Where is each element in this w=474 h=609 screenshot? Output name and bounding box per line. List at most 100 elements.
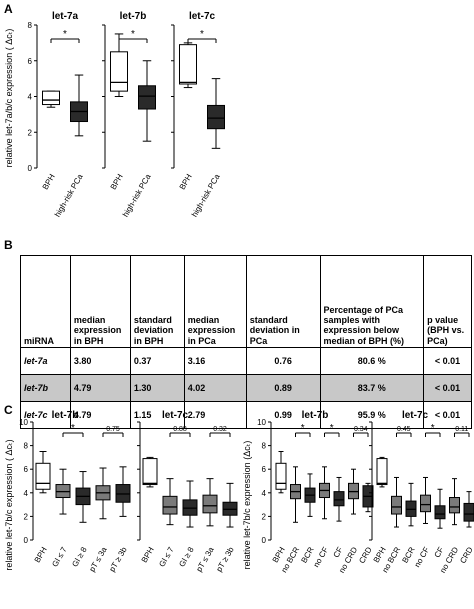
y-tick-label: 10	[257, 418, 266, 427]
table-cell: 0.99	[245, 401, 321, 429]
category-label: high-risk PCa	[190, 172, 222, 219]
sig-label: 0.88	[173, 426, 187, 433]
panel-a-chart: relative let-7a/b/c expression ( Δcₜ) 0 2…	[4, 11, 225, 219]
table-cell: 3.16	[183, 347, 247, 375]
table-header-row: miRNA median expression in BPH standard …	[20, 255, 472, 348]
table-header-cell: Percentage of PCa samples with expressio…	[319, 255, 425, 348]
table-cell: 4.79	[69, 401, 131, 429]
box-iqr	[275, 462, 287, 490]
panel-a-ylabel: relative let-7a/b/c expression ( Δcₜ)	[4, 29, 14, 168]
sig-label: 0.11	[455, 426, 468, 433]
y-tick-label: 8	[262, 442, 267, 451]
table-header-cell: median expression in BPH	[69, 255, 131, 348]
box-iqr	[449, 497, 460, 514]
category-label: CRD	[458, 545, 474, 565]
sig-label: *	[131, 29, 135, 40]
sig-label: 0.34	[354, 426, 368, 433]
category-label: pT ≤ 3a	[194, 545, 216, 573]
table-cell: 80.6 %	[319, 347, 425, 375]
y-tick-label: 6	[262, 465, 267, 474]
group-title: let-7b	[120, 11, 147, 22]
category-label: BPH	[33, 545, 49, 564]
box-iqr	[376, 458, 388, 486]
table-header-cell: standard deviation in BPH	[129, 255, 185, 348]
table-cell: 0.89	[245, 374, 321, 402]
box-iqr	[434, 505, 446, 520]
group-title: let-7a	[52, 11, 79, 22]
group-title: let-7b	[302, 410, 329, 421]
category-label: pT ≥ 3b	[214, 545, 236, 573]
table-row: let-7b 4.79 1.30 4.02 0.89 83.7 % < 0.01	[20, 374, 472, 402]
sig-label: *	[301, 423, 305, 434]
table-header-cell: standard deviation in PCa	[245, 255, 321, 348]
y-tick-label: 2	[28, 128, 33, 137]
category-label: CRD	[357, 545, 374, 565]
y-tick-label: 2	[24, 512, 29, 521]
table-cell: 1.15	[129, 401, 185, 429]
box-iqr	[42, 90, 60, 106]
sig-label: 0.45	[397, 426, 411, 433]
panel-c-chart: relative let-7b/c expression ( Δcₜ) rela…	[4, 410, 474, 575]
table-cell: let-7a	[20, 347, 71, 375]
panel-c-group: 0 2 4 6 8 10 let-7b * 0.75 BPH Gl ≤ 7 Gl ≥ 8pT ≤ 3a…	[19, 410, 131, 573]
box-iqr	[162, 495, 178, 515]
category-label: BPH	[41, 172, 57, 191]
y-tick-label: 10	[19, 418, 28, 427]
y-tick-label: 8	[24, 442, 29, 451]
category-label: no CF	[413, 545, 432, 568]
y-tick-label: 2	[262, 512, 267, 521]
box-iqr	[420, 494, 431, 513]
category-label: pT ≤ 3a	[87, 545, 109, 573]
table-cell: let-7b	[20, 374, 71, 402]
box-iqr	[142, 458, 158, 486]
table-cell: 0.37	[129, 347, 185, 375]
table-cell: 83.7 %	[319, 374, 425, 402]
panel-c-left-ylabel: relative let-7b/c expression ( Δcₜ)	[4, 439, 14, 570]
panel-letter-b: B	[4, 238, 13, 252]
group-title: let-7c	[162, 410, 189, 421]
category-label: high-risk PCa	[53, 172, 85, 219]
category-label: CF	[433, 545, 446, 559]
y-tick-label: 0	[24, 536, 29, 545]
table-cell: < 0.01	[423, 374, 472, 402]
category-label: high-risk PCa	[121, 172, 153, 219]
y-tick-label: 6	[28, 57, 33, 66]
table-header-cell: p value (BPH vs. PCa)	[423, 255, 472, 348]
box-iqr	[202, 494, 218, 514]
box-iqr	[110, 51, 128, 92]
table-row: let-7a 3.80 0.37 3.16 0.76 80.6 % < 0.01	[20, 347, 472, 375]
category-label: Gl ≥ 8	[70, 545, 89, 568]
box-iqr	[35, 462, 51, 490]
group-title: let-7c	[402, 410, 429, 421]
sig-label: *	[330, 423, 334, 434]
box-iqr	[138, 85, 156, 110]
statistics-table: miRNA median expression in BPH standard …	[20, 255, 472, 429]
sig-label: *	[431, 423, 435, 434]
category-label: Gl ≤ 7	[157, 545, 176, 568]
table-header-cell: miRNA	[20, 255, 71, 348]
sig-label: *	[200, 29, 204, 40]
category-label: pT ≥ 3b	[107, 545, 129, 573]
table-cell: < 0.01	[423, 347, 472, 375]
y-tick-label: 0	[262, 536, 267, 545]
box-iqr	[391, 495, 402, 515]
table-row: let-7c 4.79 1.15 2.79 0.99 95.9 % < 0.01	[20, 401, 472, 429]
table-cell: 0.76	[245, 347, 321, 375]
group-title: let-7b	[52, 410, 79, 421]
panel-c-right-ylabel: relative let-7b/c expression (Δcₜ)	[242, 441, 252, 570]
y-tick-label: 0	[28, 164, 33, 173]
y-tick-label: 4	[24, 489, 29, 498]
group-title: let-7c	[189, 11, 216, 22]
table-cell: 1.30	[129, 374, 185, 402]
category-label: BPH	[178, 172, 194, 191]
table-cell: let-7c	[20, 401, 71, 429]
category-label: BPH	[109, 172, 125, 191]
category-label: Gl ≤ 7	[50, 545, 69, 568]
sig-label: 0.75	[106, 426, 120, 433]
box-iqr	[207, 104, 225, 130]
